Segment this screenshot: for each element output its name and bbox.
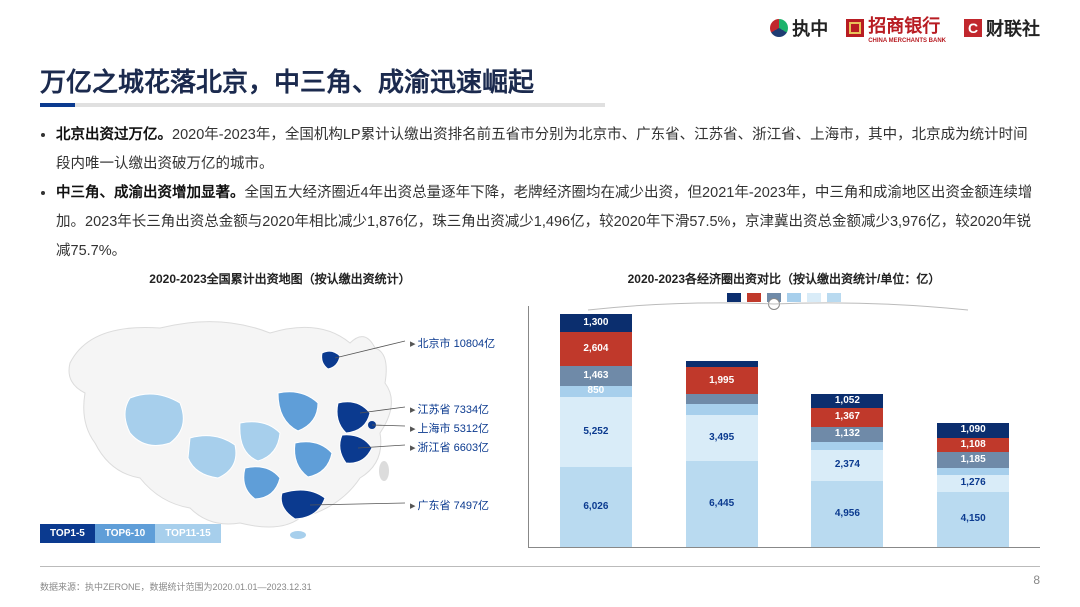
bar-segment <box>937 468 1009 475</box>
bar-segment: 1,276 <box>937 475 1009 492</box>
bullet-item: 北京出资过万亿。2020年-2023年，全国机构LP累计认缴出资排名前五省市分别… <box>56 121 1040 179</box>
bar-column: 1,0521,3671,132 2,3744,956 <box>811 394 883 547</box>
bar-panel: 2020-2023各经济圈出资对比（按认缴出资统计/单位：亿） 1,3002,6… <box>528 270 1040 548</box>
map-callout: ▸广东省 7497亿 <box>410 497 489 513</box>
legend-swatch <box>727 293 741 302</box>
legend-swatch <box>807 293 821 302</box>
bar-segment: 1,300 <box>560 314 632 331</box>
title-underline <box>40 103 605 107</box>
bullet-bold: 北京出资过万亿。 <box>56 127 172 143</box>
footnote: 数据来源：执中ZERONE，数据统计范围为2020.01.01—2023.12.… <box>40 580 312 593</box>
bar-segment: 1,367 <box>811 408 883 426</box>
bar-segment: 1,185 <box>937 452 1009 468</box>
map-panel: 2020-2023全国累计出资地图（按认缴出资统计） <box>40 270 520 548</box>
map-title: 2020-2023全国累计出资地图（按认缴出资统计） <box>40 270 520 287</box>
bar-column: 1,3002,6041,4638505,2526,026 <box>560 314 632 547</box>
map-callout: ▸江苏省 7334亿 <box>410 401 489 417</box>
bar-segment: 1,052 <box>811 394 883 408</box>
bar-segment: 5,252 <box>560 397 632 467</box>
bar-segment: 1,463 <box>560 366 632 385</box>
bar-segment <box>686 404 758 414</box>
bar-segment: 4,150 <box>937 492 1009 547</box>
legend-top6-10: TOP6-10 <box>95 524 155 543</box>
bar-segment: 1,995 <box>686 367 758 394</box>
bar-title: 2020-2023各经济圈出资对比（按认缴出资统计/单位：亿） <box>528 270 1040 287</box>
bar-segment: 1,090 <box>937 423 1009 437</box>
legend-swatch <box>747 293 761 302</box>
map-legend: TOP1-5 TOP6-10 TOP11-15 <box>40 524 221 543</box>
bar-segment: 3,495 <box>686 415 758 461</box>
map-callout: ▸北京市 10804亿 <box>410 335 495 351</box>
cls-badge-icon: C <box>964 19 982 37</box>
bullet-list: 北京出资过万亿。2020年-2023年，全国机构LP累计认缴出资排名前五省市分别… <box>40 121 1040 266</box>
legend-swatch <box>787 293 801 302</box>
bar-segment: 6,445 <box>686 461 758 547</box>
legend-swatch <box>827 293 841 302</box>
logo-cls: C 财联社 <box>964 15 1040 41</box>
bar-segment: 850 <box>560 386 632 397</box>
logo-cmb-en: CHINA MERCHANTS BANK <box>868 38 946 44</box>
stacked-bar-chart: 1,3002,6041,4638505,2526,0261,9953,4956,… <box>528 306 1040 548</box>
bar-segment: 2,374 <box>811 450 883 482</box>
map-callout: ▸浙江省 6603亿 <box>410 439 489 455</box>
connector-lines <box>528 304 1040 314</box>
bar-segment: 6,026 <box>560 467 632 547</box>
logo-cmb: 招商银行 CHINA MERCHANTS BANK <box>846 12 946 44</box>
slide: 执中 招商银行 CHINA MERCHANTS BANK C 财联社 万亿之城花… <box>0 0 1080 607</box>
logo-zhizhong-text: 执中 <box>792 15 828 41</box>
bar-legend <box>528 293 1040 302</box>
bar-segment <box>686 394 758 405</box>
page-title: 万亿之城花落北京，中三角、成渝迅速崛起 <box>40 62 1040 99</box>
tri-circle-icon <box>770 19 788 37</box>
logo-cmb-cn: 招商银行 <box>868 16 940 36</box>
cmb-icon <box>846 19 864 37</box>
bar-column: 1,0901,1081,185 1,2764,150 <box>937 423 1009 547</box>
china-map: ▸北京市 10804亿 ▸江苏省 7334亿 ▸上海市 5312亿 ▸浙江省 6… <box>40 293 500 543</box>
legend-top11-15: TOP11-15 <box>155 524 220 543</box>
bar-segment: 4,956 <box>811 481 883 547</box>
bar-segment <box>811 442 883 450</box>
logo-bar: 执中 招商银行 CHINA MERCHANTS BANK C 财联社 <box>770 12 1040 44</box>
legend-top1-5: TOP1-5 <box>40 524 95 543</box>
bullet-text: 2020年-2023年，全国机构LP累计认缴出资排名前五省市分别为北京市、广东省… <box>56 127 1028 172</box>
bar-segment: 1,108 <box>937 438 1009 453</box>
bullet-item: 中三角、成渝出资增加显著。全国五大经济圈近4年出资总量逐年下降，老牌经济圈均在减… <box>56 179 1040 266</box>
page-number: 8 <box>1033 573 1040 587</box>
bar-segment: 1,132 <box>811 427 883 442</box>
bar-column: 1,995 3,4956,445 <box>686 361 758 547</box>
bar-segment: 2,604 <box>560 332 632 367</box>
footer-line <box>40 566 1040 567</box>
logo-zhizhong: 执中 <box>770 15 828 41</box>
logo-cls-text: 财联社 <box>986 15 1040 41</box>
bullet-bold: 中三角、成渝出资增加显著。 <box>56 185 245 201</box>
map-callout: ▸上海市 5312亿 <box>410 420 489 436</box>
